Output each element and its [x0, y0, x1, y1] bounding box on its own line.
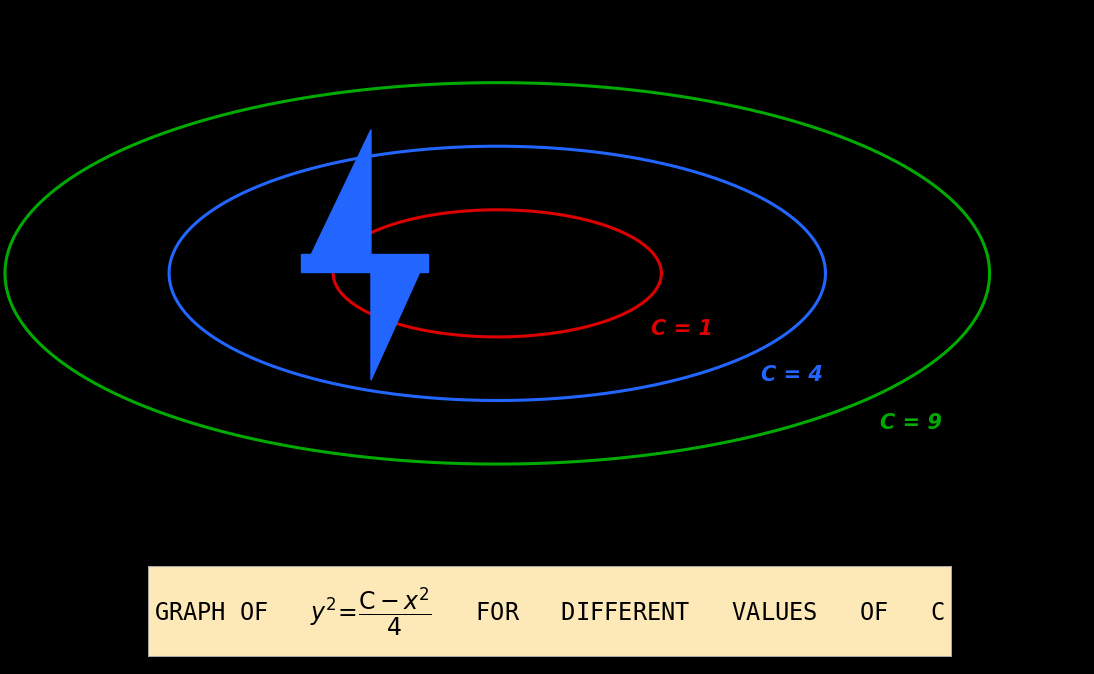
Text: C = 4: C = 4 — [760, 365, 823, 385]
FancyBboxPatch shape — [148, 566, 952, 657]
Text: C = 1: C = 1 — [651, 319, 713, 339]
Text: GRAPH OF   $y^2\!=\!\dfrac{\mathrm{C} - x^2}{4}$   FOR   DIFFERENT   VALUES   OF: GRAPH OF $y^2\!=\!\dfrac{\mathrm{C} - x^… — [154, 585, 945, 638]
Text: C = 9: C = 9 — [881, 413, 942, 433]
Polygon shape — [309, 129, 371, 261]
Polygon shape — [371, 266, 422, 380]
Polygon shape — [301, 254, 428, 272]
